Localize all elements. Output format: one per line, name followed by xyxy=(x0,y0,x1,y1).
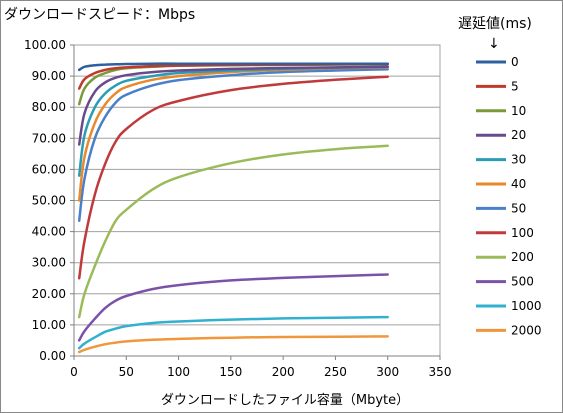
series-line-2000 xyxy=(77,335,389,354)
series-lines xyxy=(77,62,389,354)
y-tick-label: 70.00 xyxy=(32,131,66,145)
x-tick-label: 250 xyxy=(324,365,347,379)
legend-label-200: 200 xyxy=(511,250,534,264)
legend-title: 遅延値(ms) xyxy=(458,16,532,32)
series-line-0 xyxy=(77,62,389,72)
y-tick-label: 40.00 xyxy=(32,225,66,239)
y-tick-label: 30.00 xyxy=(32,256,66,270)
x-tick-label: 100 xyxy=(167,365,190,379)
series-line-1000 xyxy=(77,315,389,350)
legend-label-100: 100 xyxy=(511,226,534,240)
legend-label-0: 0 xyxy=(511,55,519,69)
x-tick-label: 150 xyxy=(219,365,242,379)
series-line-500 xyxy=(77,273,389,342)
chart-title: ダウンロードスピード：Mbps xyxy=(4,7,195,23)
y-tick-label: 100.00 xyxy=(24,38,66,52)
y-tick-labels: 0.00 10.00 20.00 30.00 40.00 50.00 60.00 70.00 8… xyxy=(24,38,66,363)
axes xyxy=(70,44,441,360)
x-tick-label: 350 xyxy=(429,365,452,379)
x-tick-labels: 0 50 100 150 200 250 300 350 xyxy=(70,365,451,379)
y-tick-label: 20.00 xyxy=(32,287,66,301)
legend-label-30: 30 xyxy=(511,153,526,167)
legend-label-10: 10 xyxy=(511,104,526,118)
legend-label-2000: 2000 xyxy=(511,323,542,337)
y-tick-label: 50.00 xyxy=(32,194,66,208)
series-line-100 xyxy=(77,75,389,280)
x-axis-label: ダウンロードしたファイル容量（Mbyte） xyxy=(161,392,409,408)
series-line-50 xyxy=(77,68,389,222)
legend-label-20: 20 xyxy=(511,128,526,142)
legend-label-5: 5 xyxy=(511,79,519,93)
x-tick-label: 0 xyxy=(70,365,78,379)
x-tick-label: 200 xyxy=(272,365,295,379)
legend-label-1000: 1000 xyxy=(511,299,542,313)
x-tick-label: 300 xyxy=(376,365,399,379)
y-tick-label: 80.00 xyxy=(32,100,66,114)
y-tick-label: 0.00 xyxy=(39,349,66,363)
y-tick-label: 10.00 xyxy=(32,318,66,332)
legend: 0 5 10 20 30 40 50 100 200 500 1000 2000 xyxy=(476,55,542,337)
legend-label-50: 50 xyxy=(511,201,526,215)
y-tick-label: 90.00 xyxy=(32,69,66,83)
y-tick-label: 60.00 xyxy=(32,162,66,176)
legend-label-500: 500 xyxy=(511,275,534,289)
series-line-200 xyxy=(77,144,389,319)
series-line-20 xyxy=(77,65,389,146)
legend-label-40: 40 xyxy=(511,177,526,191)
x-tick-label: 50 xyxy=(119,365,134,379)
legend-arrow: ↓ xyxy=(488,36,500,52)
